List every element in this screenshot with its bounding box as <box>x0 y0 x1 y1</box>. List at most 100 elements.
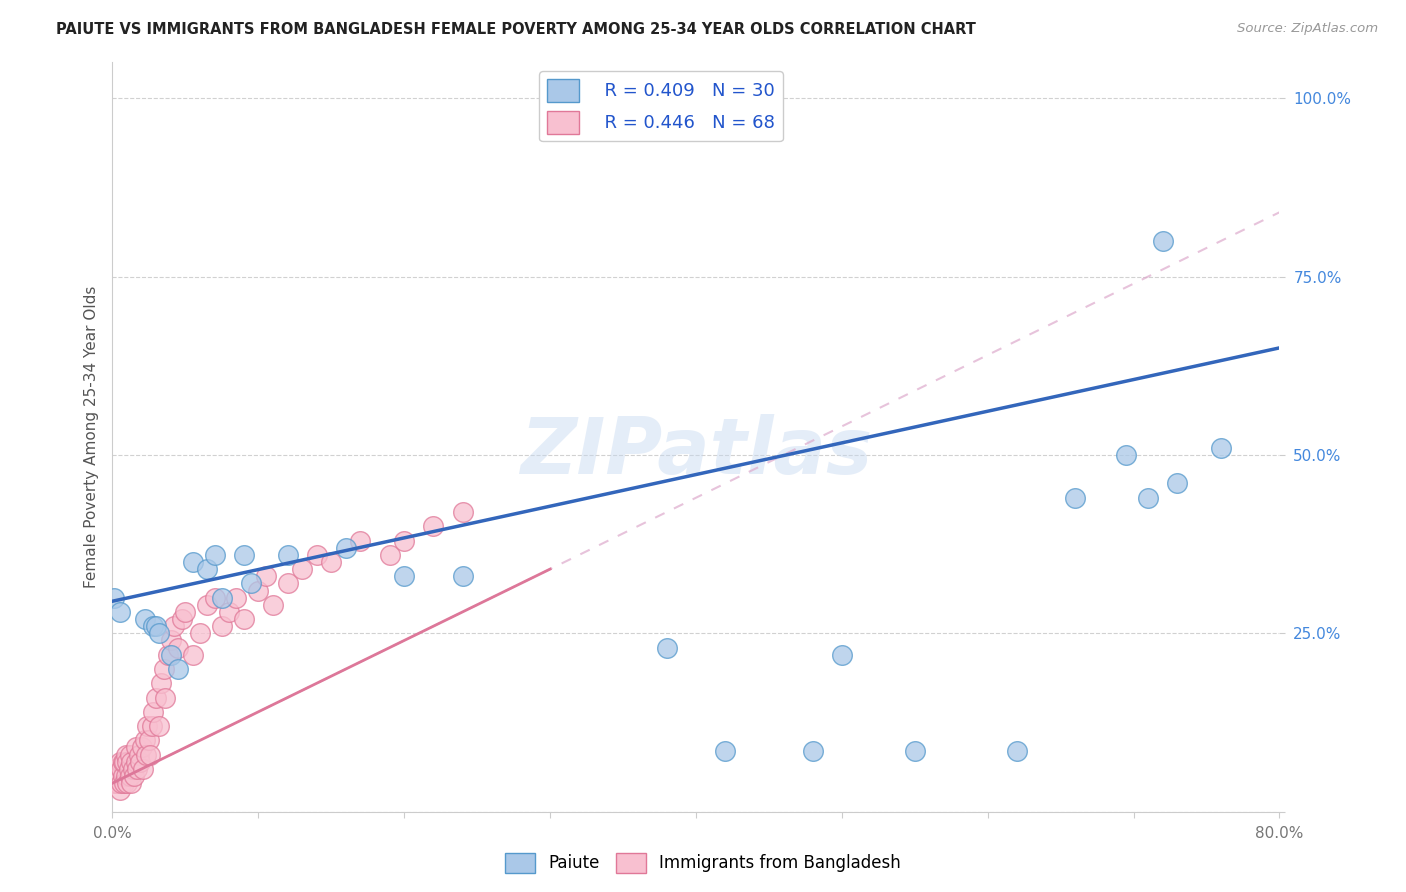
Text: ZIPatlas: ZIPatlas <box>520 414 872 490</box>
Point <box>112 776 135 790</box>
Point <box>211 591 233 605</box>
Point <box>117 762 139 776</box>
Point <box>160 648 183 662</box>
Point <box>163 619 186 633</box>
Point <box>145 690 167 705</box>
Point <box>204 548 226 562</box>
Point <box>204 591 226 605</box>
Legend:   R = 0.409   N = 30,   R = 0.446   N = 68: R = 0.409 N = 30, R = 0.446 N = 68 <box>540 71 783 141</box>
Point <box>181 555 204 569</box>
Point <box>156 648 179 662</box>
Point <box>276 548 298 562</box>
Point <box>108 783 131 797</box>
Point <box>422 519 444 533</box>
Point <box>112 755 135 769</box>
Point <box>145 619 167 633</box>
Point <box>153 690 176 705</box>
Point <box>167 662 190 676</box>
Point <box>378 548 401 562</box>
Point <box>128 747 150 762</box>
Point <box>181 648 204 662</box>
Point <box>321 555 343 569</box>
Point <box>394 569 416 583</box>
Point <box>1152 234 1174 248</box>
Point <box>655 640 678 655</box>
Point <box>335 541 357 555</box>
Point <box>254 569 277 583</box>
Point <box>349 533 371 548</box>
Point <box>714 744 737 758</box>
Point <box>120 776 142 790</box>
Point <box>148 719 170 733</box>
Point <box>103 776 125 790</box>
Point <box>451 569 474 583</box>
Point <box>124 769 146 783</box>
Point <box>127 762 149 776</box>
Point <box>114 769 136 783</box>
Point <box>1115 448 1137 462</box>
Point <box>1064 491 1087 505</box>
Point <box>211 619 233 633</box>
Point <box>115 776 138 790</box>
Point <box>142 619 165 633</box>
Point <box>110 776 132 790</box>
Point <box>122 762 145 776</box>
Point <box>188 626 211 640</box>
Point <box>107 769 129 783</box>
Point <box>148 626 170 640</box>
Point <box>132 762 155 776</box>
Point <box>111 769 134 783</box>
Point <box>232 548 254 562</box>
Point <box>103 591 125 605</box>
Point <box>136 719 159 733</box>
Point <box>141 719 163 733</box>
Point <box>135 747 157 762</box>
Point <box>1209 441 1232 455</box>
Point <box>149 676 172 690</box>
Point <box>129 755 152 769</box>
Point <box>195 562 218 576</box>
Point <box>118 769 141 783</box>
Point <box>172 612 194 626</box>
Point <box>120 755 142 769</box>
Point <box>134 612 156 626</box>
Point <box>108 605 131 619</box>
Point <box>801 744 824 758</box>
Point <box>114 747 136 762</box>
Point <box>195 598 218 612</box>
Point <box>1005 744 1028 758</box>
Point <box>105 776 128 790</box>
Point <box>118 747 141 762</box>
Legend: Paiute, Immigrants from Bangladesh: Paiute, Immigrants from Bangladesh <box>498 847 908 880</box>
Point <box>125 740 148 755</box>
Point <box>134 733 156 747</box>
Point <box>111 755 134 769</box>
Point <box>225 591 247 605</box>
Point <box>831 648 853 662</box>
Point <box>138 733 160 747</box>
Point <box>142 705 165 719</box>
Point <box>451 505 474 519</box>
Point <box>262 598 284 612</box>
Point <box>305 548 328 562</box>
Point <box>108 755 131 769</box>
Point <box>167 640 190 655</box>
Point <box>276 576 298 591</box>
Point <box>139 747 162 762</box>
Point <box>104 762 127 776</box>
Point <box>291 562 314 576</box>
Point <box>1137 491 1160 505</box>
Point <box>394 533 416 548</box>
Point <box>218 605 240 619</box>
Point <box>160 633 183 648</box>
Text: Source: ZipAtlas.com: Source: ZipAtlas.com <box>1237 22 1378 36</box>
Point <box>247 583 270 598</box>
Text: PAIUTE VS IMMIGRANTS FROM BANGLADESH FEMALE POVERTY AMONG 25-34 YEAR OLDS CORREL: PAIUTE VS IMMIGRANTS FROM BANGLADESH FEM… <box>56 22 976 37</box>
Point <box>115 755 138 769</box>
Point <box>1166 476 1188 491</box>
Y-axis label: Female Poverty Among 25-34 Year Olds: Female Poverty Among 25-34 Year Olds <box>83 286 98 588</box>
Point <box>152 662 174 676</box>
Point <box>131 740 153 755</box>
Point <box>125 755 148 769</box>
Point <box>240 576 263 591</box>
